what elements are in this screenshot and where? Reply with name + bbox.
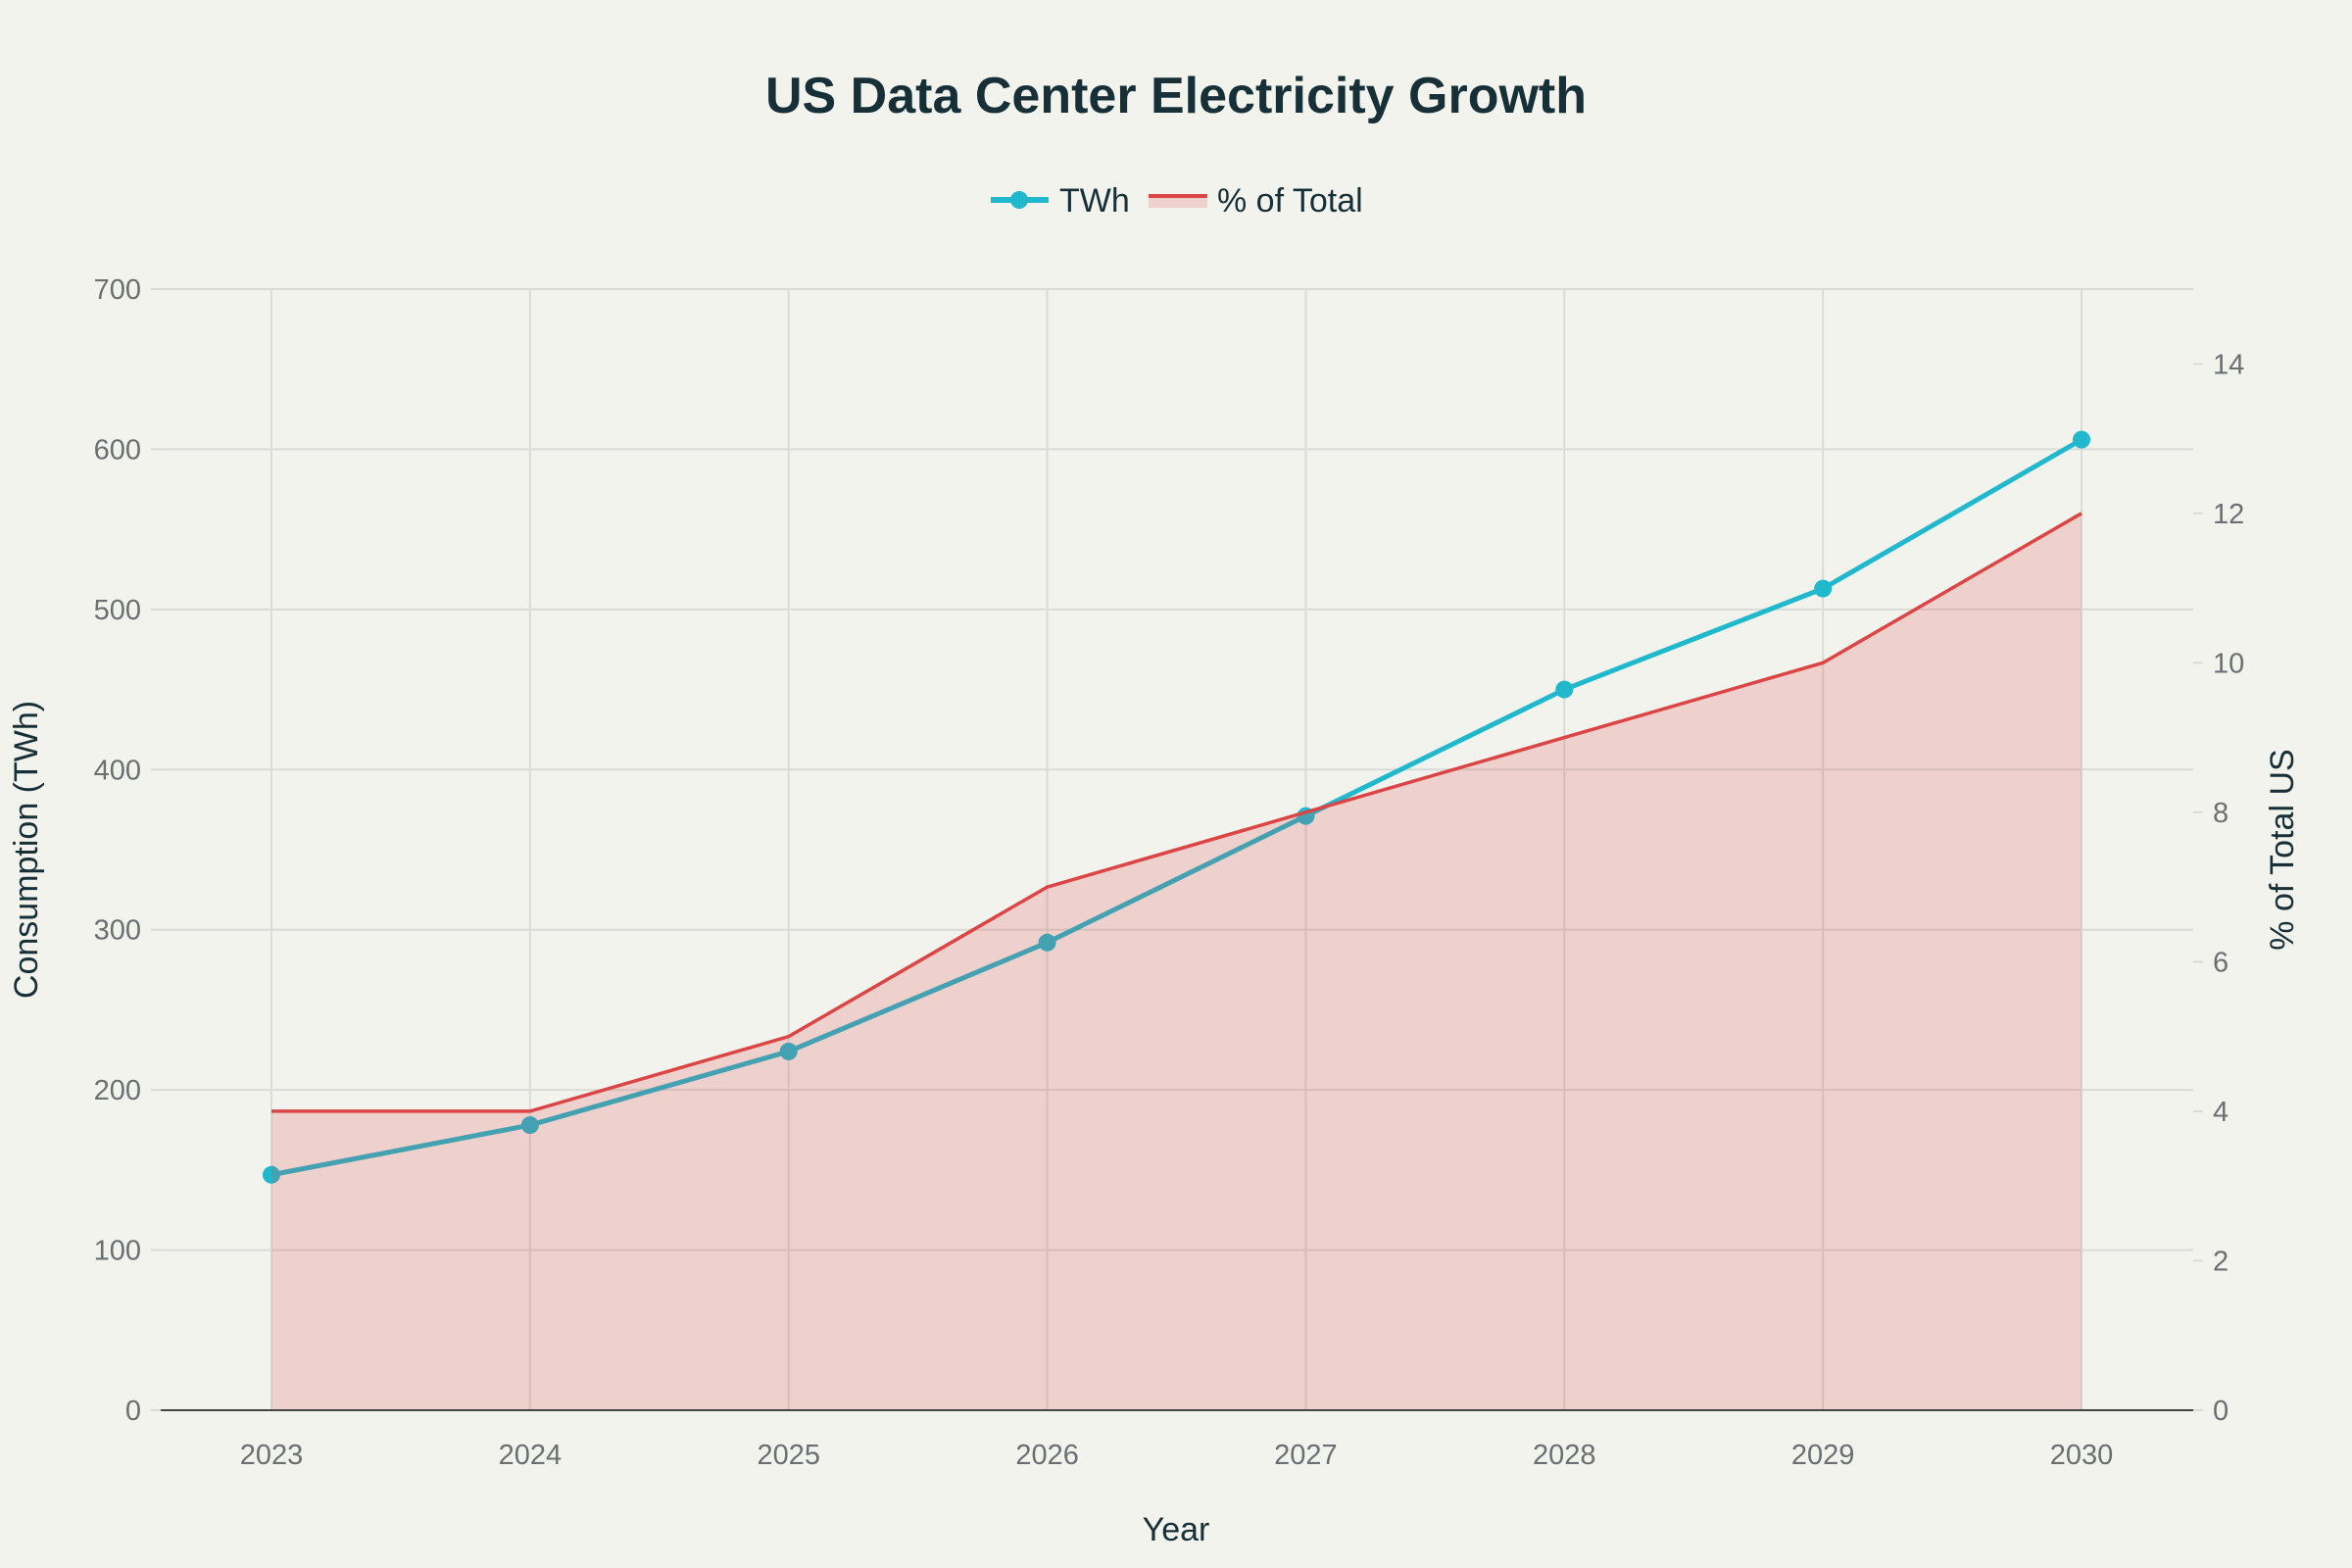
twh-point <box>1038 933 1056 952</box>
y-tick-label: 100 <box>94 1236 141 1267</box>
x-tick-label: 2024 <box>499 1440 563 1471</box>
chart-title: US Data Center Electricity Growth <box>765 68 1587 124</box>
twh-point <box>2073 430 2090 449</box>
x-axis-title: Year <box>1143 1511 1210 1548</box>
x-tick-label: 2025 <box>757 1440 820 1471</box>
x-tick-label: 2023 <box>240 1440 304 1471</box>
y2-tick-label: 12 <box>2213 499 2244 530</box>
y2-tick-label: 10 <box>2213 648 2244 679</box>
y2-tick-label: 6 <box>2213 947 2229 978</box>
y-tick-label: 600 <box>94 434 141 466</box>
legend-twh-marker-icon <box>1010 191 1028 209</box>
x-tick-label: 2026 <box>1015 1440 1079 1471</box>
y2-tick-label: 14 <box>2213 349 2244 380</box>
twh-point <box>1814 579 1833 598</box>
y-axis-title: Consumption (TWh) <box>8 701 45 999</box>
legend-twh-label[interactable]: TWh <box>1059 182 1130 220</box>
y2-tick-label: 2 <box>2213 1246 2229 1277</box>
x-tick-label: 2027 <box>1274 1440 1338 1471</box>
y2-tick-label: 8 <box>2213 798 2229 829</box>
y-tick-label: 200 <box>94 1075 141 1106</box>
y-tick-label: 700 <box>94 274 141 306</box>
y-tick-label: 400 <box>94 755 141 786</box>
y2-tick-label: 4 <box>2213 1097 2229 1128</box>
twh-point <box>779 1042 798 1060</box>
y2-axis-title: % of Total US <box>2264 749 2301 950</box>
y2-tick-label: 0 <box>2213 1396 2229 1427</box>
y-tick-label: 0 <box>125 1396 141 1427</box>
pct-area <box>271 513 2082 1410</box>
twh-line <box>270 437 2083 1178</box>
twh-point <box>1555 680 1574 699</box>
legend: TWh % of Total <box>991 182 1363 220</box>
x-tick-label: 2028 <box>1533 1440 1596 1471</box>
twh-point <box>263 1165 280 1184</box>
y-tick-label: 300 <box>94 915 141 947</box>
x-tick-label: 2030 <box>2050 1440 2114 1471</box>
x-tick-label: 2029 <box>1791 1440 1855 1471</box>
twh-point <box>520 1116 539 1135</box>
pct-line <box>271 512 2082 1113</box>
legend-pct-label[interactable]: % of Total <box>1217 182 1363 220</box>
y-tick-label: 500 <box>94 595 141 626</box>
